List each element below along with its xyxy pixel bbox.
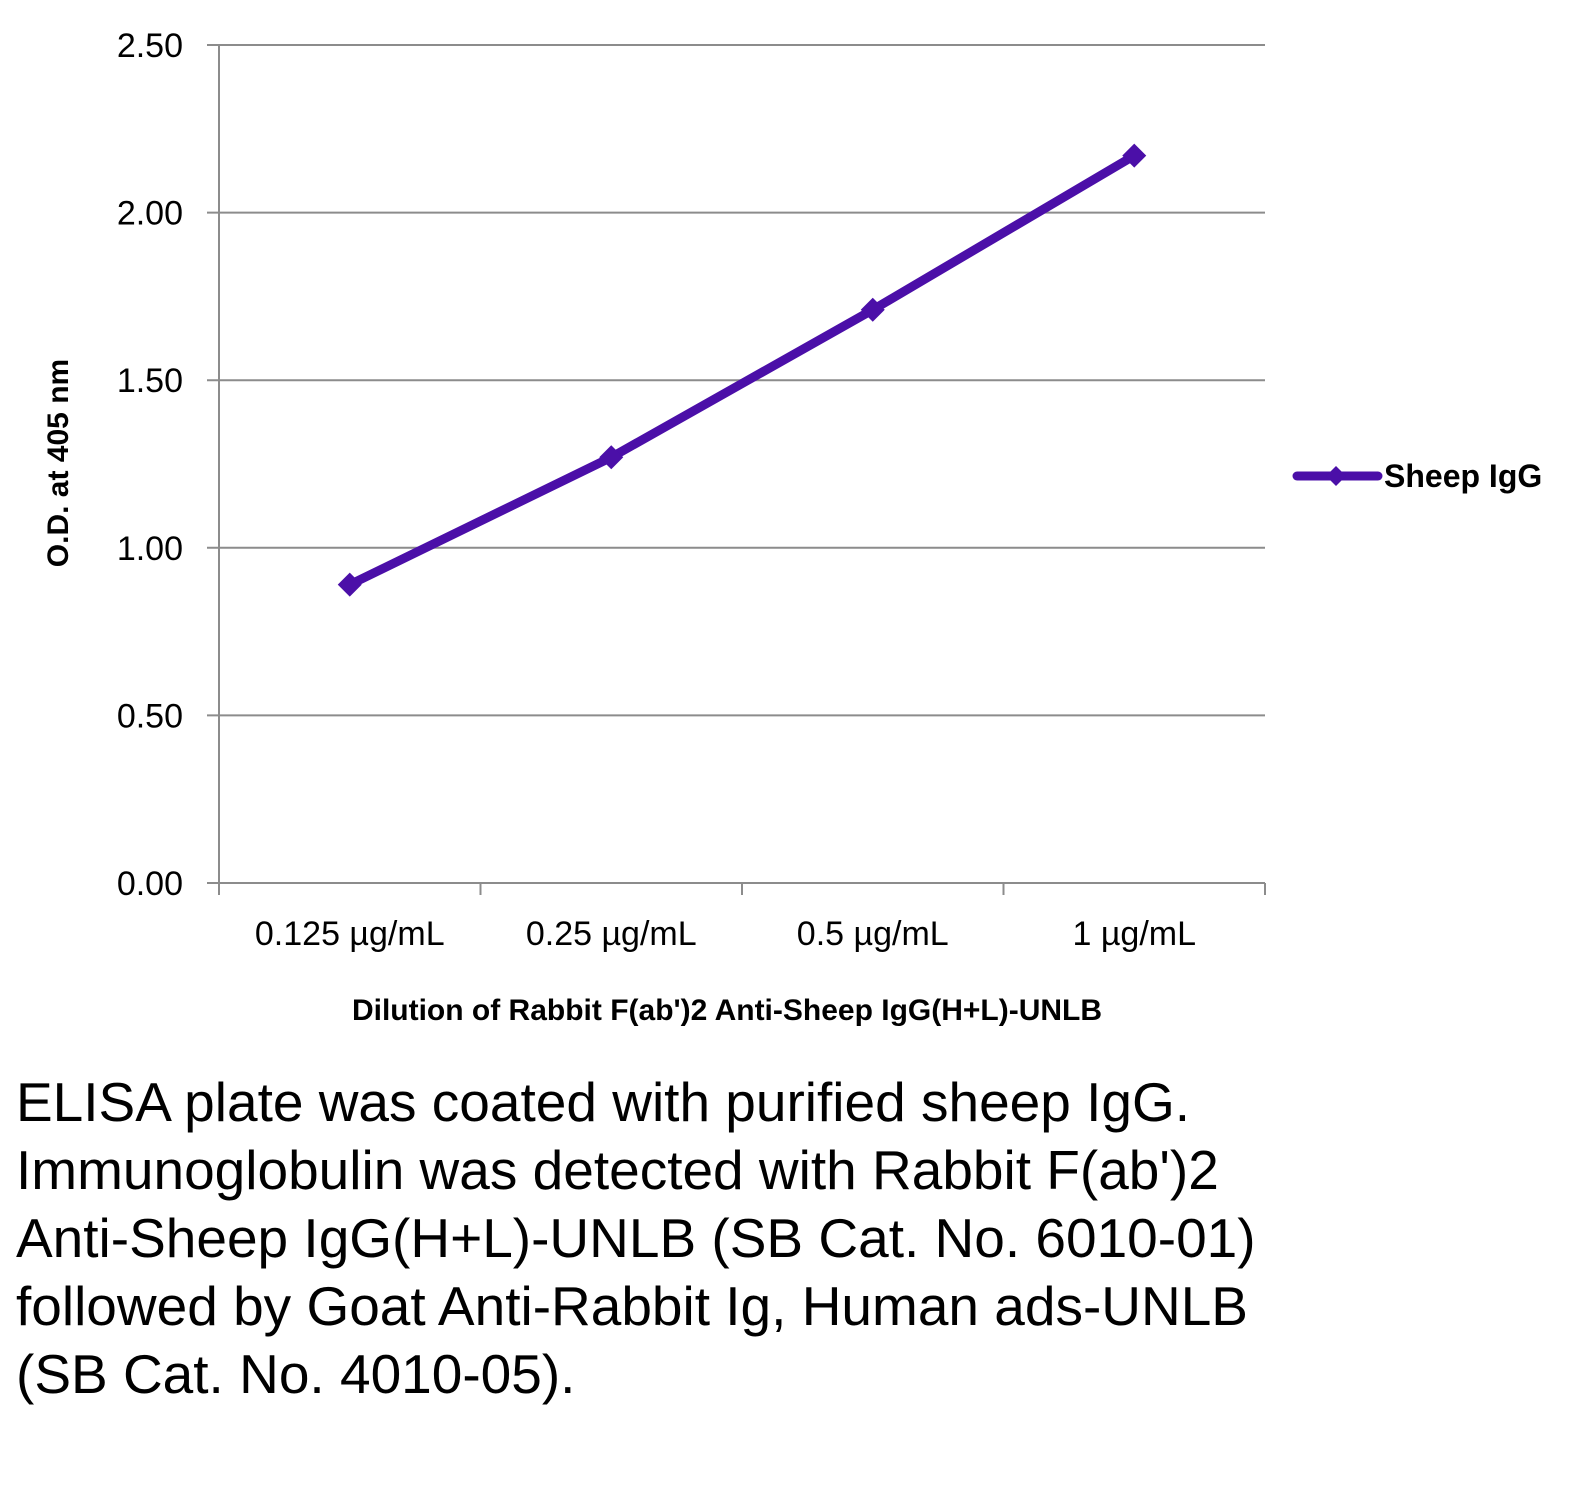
y-tick-label: 0.50 bbox=[117, 697, 183, 735]
data-point-diamond bbox=[1122, 143, 1147, 168]
data-point-diamond bbox=[860, 297, 885, 322]
data-point-diamond bbox=[599, 445, 624, 470]
x-tick-label: 0.5 µg/mL bbox=[797, 915, 949, 953]
series-sheep-igg bbox=[337, 143, 1147, 597]
x-tick-label: 0.125 µg/mL bbox=[255, 915, 445, 953]
y-tick-label: 2.00 bbox=[117, 195, 183, 233]
x-axis-title: Dilution of Rabbit F(ab')2 Anti-Sheep Ig… bbox=[352, 994, 1102, 1027]
series-line bbox=[345, 151, 1139, 590]
y-tick-label: 1.00 bbox=[117, 530, 183, 568]
y-tick-labels: 0.00 0.50 1.00 1.50 2.00 2.50 bbox=[117, 27, 183, 903]
elisa-line-chart: 0.00 0.50 1.00 1.50 2.00 2.50 0.125 µg/mL 0.25… bbox=[42, 27, 1542, 1027]
data-point-diamond bbox=[337, 572, 362, 597]
y-tick-label: 1.50 bbox=[117, 362, 183, 400]
legend-label: Sheep IgG bbox=[1384, 458, 1542, 494]
y-tick-label: 2.50 bbox=[117, 27, 183, 65]
y-tick-label: 0.00 bbox=[117, 865, 183, 903]
x-tick-labels: 0.125 µg/mL 0.25 µg/mL 0.5 µg/mL 1 µg/mL bbox=[255, 915, 1196, 953]
x-tick-label: 0.25 µg/mL bbox=[526, 915, 697, 953]
figure-caption: ELISA plate was coated with purified she… bbox=[16, 1071, 1256, 1405]
x-tick-label: 1 µg/mL bbox=[1072, 915, 1196, 953]
y-axis-title: O.D. at 405 nm bbox=[42, 359, 75, 567]
legend-diamond-marker bbox=[1326, 466, 1346, 486]
legend: Sheep IgG bbox=[1292, 458, 1542, 494]
axes bbox=[218, 45, 1266, 895]
